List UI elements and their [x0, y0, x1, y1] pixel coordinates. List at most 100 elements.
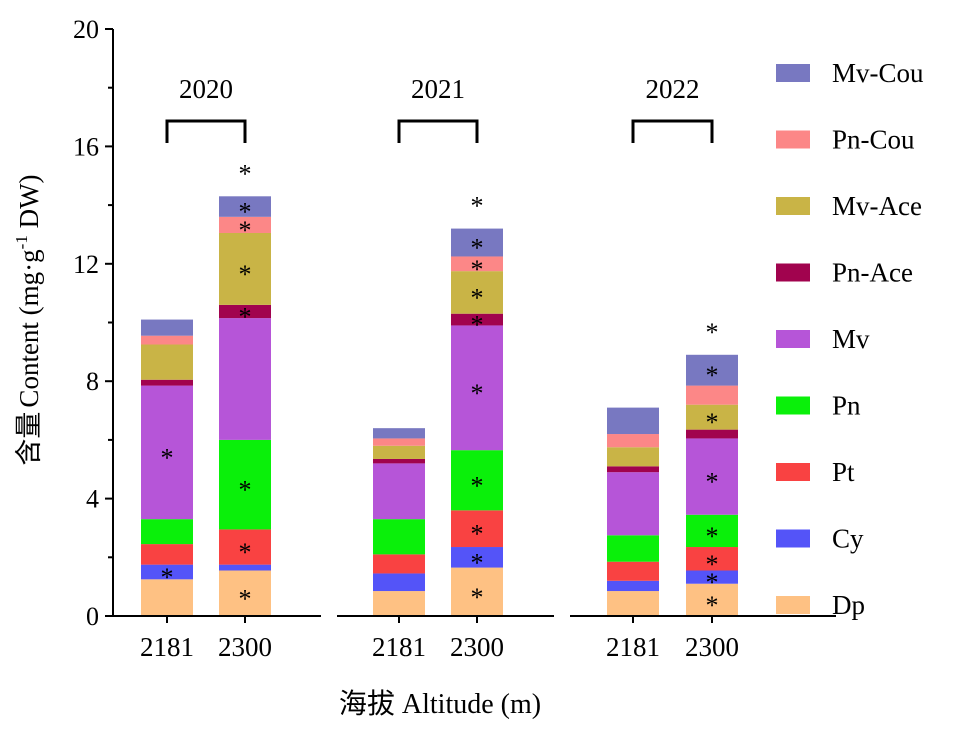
significance-star: *: [239, 302, 252, 331]
significance-star: *: [471, 583, 484, 612]
bar-segment-mv-cou: [141, 319, 193, 336]
significance-star: *: [471, 234, 484, 263]
legend-item-pn-ace: Pn-Ace: [776, 258, 913, 288]
bar-segment-pn-ace: [141, 379, 193, 386]
legend-swatch: [776, 396, 810, 415]
year-bracket: [165, 119, 247, 143]
legend-label: Cy: [832, 524, 864, 554]
y-axis-label-unit: DW): [14, 174, 44, 235]
bar-segment-pt: [373, 554, 425, 574]
y-tick-label: 8: [86, 367, 99, 396]
x-tick-label: 2300: [685, 632, 739, 662]
x-tick-label: 2300: [450, 632, 504, 662]
significance-star: *: [161, 563, 174, 592]
significance-star: *: [471, 255, 484, 284]
significance-star-top: *: [239, 159, 252, 188]
year-group-2022: ********2022: [607, 74, 738, 620]
x-tick-label: 2181: [140, 632, 194, 662]
bar-segment-pn-cou: [607, 434, 659, 448]
bar-segment-mv-cou: [607, 407, 659, 435]
legend-label: Dp: [832, 590, 865, 620]
bar-segment-pn: [607, 535, 659, 562]
bar-segment-cy: [451, 547, 503, 568]
y-tick-label: 12: [73, 250, 99, 279]
bar-segment-mv-ace: [607, 447, 659, 467]
significance-star: *: [471, 379, 484, 408]
legend-label: Pn-Cou: [832, 125, 915, 155]
bar-segment-pn: [686, 514, 738, 548]
legend-swatch: [776, 263, 810, 282]
bar-segment-mv: [686, 438, 738, 515]
bar-segment-pn: [141, 519, 193, 545]
significance-star: *: [471, 283, 484, 312]
bar-segment-dp: [141, 579, 193, 616]
legend-item-dp: Dp: [776, 590, 865, 620]
year-group-2021: **********2021: [373, 74, 503, 616]
y-axis: 0 4 8 12 16 20: [73, 15, 114, 631]
significance-star: *: [706, 568, 719, 597]
significance-star: *: [706, 408, 719, 437]
bar-segment-pn: [373, 519, 425, 555]
legend-swatch: [776, 64, 810, 82]
plot-area: **********2020**********2021********2022: [141, 74, 738, 620]
significance-star: *: [471, 548, 484, 577]
legend-label: Mv-Ace: [832, 191, 922, 221]
significance-star: *: [239, 538, 252, 567]
x-axis-label: 海拔 Altitude (m): [339, 688, 541, 720]
year-label: 2020: [179, 74, 233, 104]
significance-star: *: [706, 522, 719, 551]
significance-star: *: [239, 198, 252, 227]
year-bracket: [397, 119, 479, 143]
bar-segment-cy: [373, 573, 425, 592]
significance-star: *: [239, 476, 252, 505]
year-bracket: [631, 119, 714, 143]
legend-label: Mv: [832, 324, 870, 354]
legend-item-cy: Cy: [776, 524, 864, 554]
legend-label: Pn-Ace: [832, 258, 913, 288]
bar-segment-mv: [373, 463, 425, 520]
bar-segment-dp: [686, 583, 738, 616]
legend-swatch: [776, 197, 810, 215]
x-tick-label: 2181: [372, 632, 426, 662]
legend-label: Mv-Cou: [832, 58, 924, 88]
y-axis-label-sup: -1: [12, 235, 31, 249]
significance-star: *: [239, 216, 252, 245]
bar-segment-dp: [219, 570, 271, 616]
legend-item-pn-cou: Pn-Cou: [776, 125, 915, 155]
bar-segment-mv: [219, 318, 271, 440]
bar-segment-pt: [607, 561, 659, 581]
bar-segment-cy: [141, 564, 193, 580]
y-tick-label: 4: [86, 485, 99, 514]
significance-star: *: [239, 584, 252, 613]
legend-swatch: [776, 596, 810, 614]
bar-segment-dp: [451, 567, 503, 616]
significance-star: *: [471, 520, 484, 549]
legend-item-pn: Pn: [776, 391, 861, 421]
bar-segment-mv-ace: [141, 344, 193, 380]
x-tick-label: 2300: [218, 632, 272, 662]
bar-segment-pt: [141, 544, 193, 565]
bar-segment-mv-cou: [373, 428, 425, 439]
bar-segment-mv-cou: [686, 354, 738, 386]
bar-segment-mv: [141, 385, 193, 520]
bar-segment-mv: [607, 472, 659, 536]
legend-item-mv-ace: Mv-Ace: [776, 191, 922, 221]
y-axis-label-en: Content (mg·g: [14, 249, 44, 407]
significance-star: *: [706, 591, 719, 620]
bar-segment-pn-ace: [686, 429, 738, 439]
bar-segment-pn: [219, 439, 271, 530]
bar-segment-mv-cou: [219, 196, 271, 217]
legend-swatch: [776, 130, 810, 149]
bar-segment-cy: [686, 570, 738, 584]
bar-segment-mv-ace: [219, 232, 271, 305]
legend-label: Pn: [832, 391, 861, 421]
bar-segment-mv-ace: [686, 404, 738, 430]
y-tick-label: 16: [73, 132, 99, 161]
bar-segment-pt: [219, 529, 271, 565]
significance-star: *: [706, 361, 719, 390]
bar-segment-mv: [451, 325, 503, 451]
significance-star: *: [706, 550, 719, 579]
significance-star: *: [239, 260, 252, 289]
y-axis-label: 含量 Content (mg·g-1 DW): [12, 174, 44, 465]
